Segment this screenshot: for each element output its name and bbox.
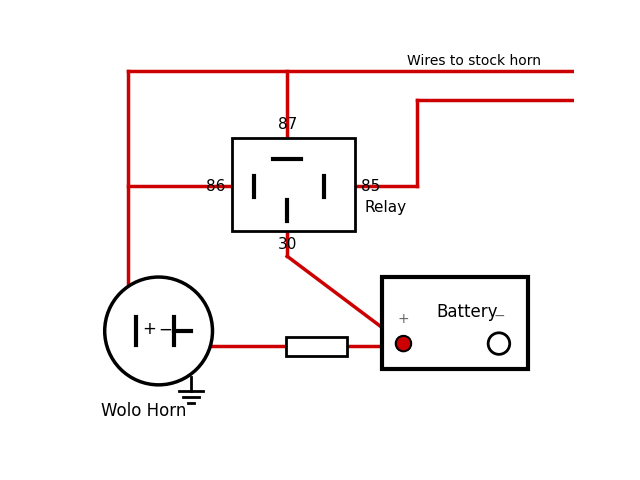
Text: −: − xyxy=(158,321,172,338)
Text: 85: 85 xyxy=(361,179,380,194)
Text: Wolo Horn: Wolo Horn xyxy=(100,402,186,420)
Text: Battery: Battery xyxy=(436,303,497,321)
Text: 87: 87 xyxy=(278,117,297,132)
Circle shape xyxy=(396,336,411,351)
Text: 86: 86 xyxy=(206,179,225,194)
Bar xyxy=(285,337,348,356)
Circle shape xyxy=(105,277,212,385)
Text: +: + xyxy=(143,321,156,338)
Text: −: − xyxy=(493,309,505,323)
Bar xyxy=(382,277,528,370)
Text: Wires to stock horn: Wires to stock horn xyxy=(407,54,541,68)
Text: 30: 30 xyxy=(278,237,297,252)
Bar xyxy=(232,138,355,231)
Circle shape xyxy=(488,333,509,354)
Text: Relay: Relay xyxy=(364,200,406,215)
Text: +: + xyxy=(397,312,409,325)
